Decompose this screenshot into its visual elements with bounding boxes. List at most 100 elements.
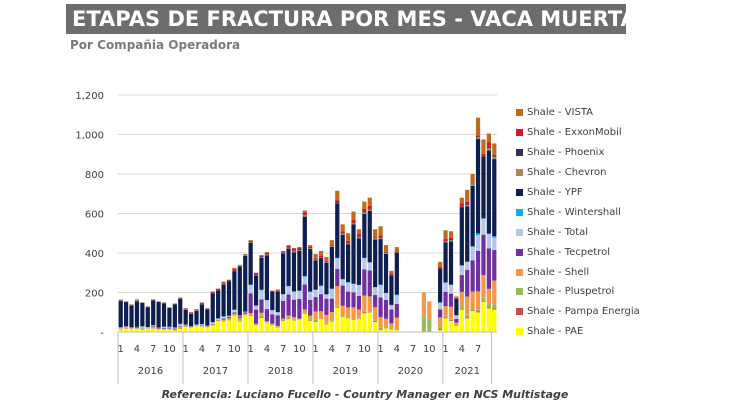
- bar-segment: [367, 262, 372, 271]
- bar-segment: [378, 235, 383, 238]
- legend-label: Shale - YPF: [527, 187, 583, 198]
- bar-segment: [318, 285, 324, 287]
- bar-segment: [362, 295, 367, 312]
- bar-segment: [129, 304, 134, 306]
- bar-segment: [394, 328, 399, 330]
- bar-segment: [259, 290, 264, 300]
- bar-segment: [459, 265, 464, 266]
- bar-segment: [118, 327, 123, 330]
- bar-segment: [297, 247, 302, 250]
- bar-segment: [291, 291, 297, 300]
- bar-segment: [237, 320, 242, 322]
- bar-segment: [302, 276, 307, 277]
- bar-segment: [340, 233, 345, 235]
- bar-segment: [243, 313, 248, 315]
- bar-segment: [329, 321, 334, 332]
- bar-segment: [351, 319, 356, 320]
- bar-segment: [237, 315, 242, 317]
- bar-segment: [178, 328, 183, 329]
- bar-segment: [486, 248, 491, 289]
- bar-segment: [161, 326, 167, 328]
- bar-segment: [124, 302, 129, 327]
- bar-segment: [356, 317, 362, 319]
- bar-segment: [243, 255, 248, 312]
- bar-segment: [356, 309, 362, 318]
- bar-segment: [253, 324, 259, 325]
- bar-segment: [308, 317, 313, 320]
- bar-segment: [329, 320, 334, 322]
- bar-segment: [313, 260, 318, 290]
- bar-segment: [465, 318, 470, 332]
- bar-segment: [205, 327, 210, 332]
- bar-segment: [481, 297, 486, 302]
- legend-swatch: [516, 129, 523, 137]
- bar-segment: [383, 299, 389, 319]
- bar-segment: [475, 136, 481, 138]
- y-tick-label: 1,000: [75, 131, 104, 142]
- month-tick-label: 7: [410, 344, 416, 355]
- bar-segment: [448, 284, 454, 294]
- legend-label: Shale - Shell: [527, 266, 590, 278]
- bar-segment: [253, 323, 259, 325]
- bar-segment: [346, 307, 351, 318]
- bar-segment: [448, 231, 454, 238]
- month-tick-label: 10: [293, 344, 306, 355]
- bar-segment: [356, 318, 362, 332]
- bar-segment: [356, 238, 362, 285]
- bar-segment: [389, 305, 394, 310]
- bar-segment: [183, 324, 188, 326]
- bar-segment: [362, 213, 367, 258]
- bar-segment: [308, 291, 313, 293]
- bar-segment: [118, 329, 123, 332]
- month-tick-label: 7: [345, 344, 351, 355]
- bar-segment: [237, 317, 242, 321]
- bar-segment: [475, 312, 481, 332]
- legend-swatch: [516, 169, 523, 177]
- bar-segment: [383, 318, 389, 327]
- bar-segment: [232, 271, 237, 310]
- bar-segment: [232, 313, 237, 315]
- bar-segment: [291, 248, 297, 251]
- bar-segment: [335, 258, 340, 269]
- bar-segment: [335, 307, 340, 332]
- legend-swatch: [516, 189, 523, 196]
- bar-segment: [335, 203, 340, 258]
- bar-segment: [167, 328, 172, 330]
- bar-segment: [291, 316, 297, 320]
- bar-segment: [351, 307, 356, 320]
- bar-segment: [324, 261, 329, 263]
- bar-segment: [318, 255, 324, 258]
- bar-segment: [481, 275, 486, 298]
- legend-item: Shale - Pluspetrol: [516, 282, 640, 302]
- bar-segment: [232, 310, 237, 313]
- year-label: 2016: [138, 366, 163, 377]
- bar-segment: [475, 135, 481, 137]
- bar-segment: [248, 313, 253, 316]
- bar-segment: [362, 311, 367, 313]
- bar-segment: [443, 317, 448, 319]
- bar-segment: [475, 250, 481, 292]
- bar-segment: [373, 287, 378, 295]
- month-tick-label: 4: [199, 344, 205, 355]
- bar-segment: [297, 250, 302, 291]
- bar-segment: [492, 156, 497, 160]
- bar-segment: [378, 226, 383, 236]
- bar-segment: [140, 302, 145, 327]
- bar-segment: [340, 231, 345, 234]
- bar-segment: [302, 212, 307, 215]
- bar-segment: [383, 245, 389, 253]
- bar-segment: [486, 142, 491, 147]
- bar-segment: [167, 329, 172, 332]
- bar-segment: [140, 329, 145, 332]
- bar-segment: [270, 291, 275, 311]
- bar-segment: [140, 328, 145, 330]
- bar-segment: [221, 316, 226, 319]
- bar-segment: [481, 218, 486, 235]
- bar-segment: [264, 322, 269, 332]
- year-label: 2021: [454, 366, 479, 377]
- bar-segment: [194, 310, 199, 325]
- bar-segment: [356, 229, 362, 235]
- month-tick-label: 1: [442, 344, 448, 355]
- bar-segment: [486, 233, 491, 249]
- bar-segment: [324, 314, 329, 323]
